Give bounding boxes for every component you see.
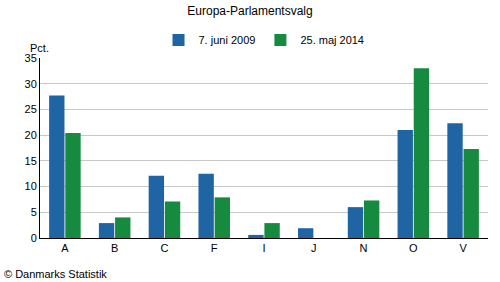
svg-text:25: 25	[25, 103, 37, 115]
svg-text:O: O	[409, 242, 418, 254]
svg-text:5: 5	[31, 206, 37, 218]
svg-text:F: F	[211, 242, 218, 254]
svg-text:0: 0	[31, 232, 37, 244]
svg-text:10: 10	[25, 180, 37, 192]
svg-text:7. juni 2009: 7. juni 2009	[199, 34, 256, 46]
svg-text:25. maj 2014: 25. maj 2014	[300, 34, 364, 46]
svg-text:35: 35	[25, 52, 37, 64]
svg-text:A: A	[61, 242, 69, 254]
svg-text:J: J	[311, 242, 317, 254]
svg-text:C: C	[160, 242, 168, 254]
svg-text:Europa-Parlamentsvalg: Europa-Parlamentsvalg	[187, 4, 312, 18]
svg-text:Pct.: Pct.	[30, 42, 49, 54]
svg-text:B: B	[111, 242, 118, 254]
svg-text:V: V	[459, 242, 467, 254]
svg-text:15: 15	[25, 155, 37, 167]
svg-text:20: 20	[25, 129, 37, 141]
svg-text:I: I	[262, 242, 265, 254]
svg-text:© Danmarks Statistik: © Danmarks Statistik	[4, 268, 107, 280]
svg-text:30: 30	[25, 78, 37, 90]
svg-text:N: N	[360, 242, 368, 254]
